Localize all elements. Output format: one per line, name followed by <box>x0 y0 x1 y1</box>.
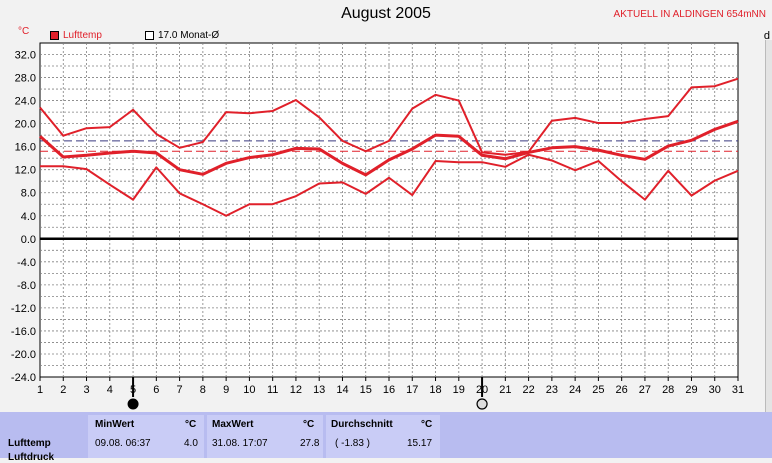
avg-cell <box>326 415 440 458</box>
x-tick-label: 14 <box>336 384 348 396</box>
series-line-avg <box>39 119 739 177</box>
x-tick-label: 28 <box>662 384 674 396</box>
x-tick-label: 4 <box>107 384 113 396</box>
y-tick-label: 8.0 <box>21 188 36 200</box>
x-tick-label: 7 <box>177 384 183 396</box>
avg-header: Durchschnitt <box>331 419 393 430</box>
series-line-min <box>40 153 739 217</box>
y-tick-label: 20.0 <box>15 119 36 131</box>
temperature-chart: 32.0 28.0 24.0 20.0 16.0 12.0 8.0 4.0 0.0 -4.0 -8.… <box>11 42 744 410</box>
summary-panel: Lufttemp Luftdruck MinWert °C 09.08. 06:… <box>0 412 772 463</box>
legend-item-monthly-average[interactable]: 17.0 Monat-Ø <box>145 30 219 41</box>
x-tick-label: 8 <box>200 384 206 396</box>
plot-area <box>39 42 739 378</box>
y-tick-label: -16.0 <box>11 326 36 338</box>
legend-swatch-red <box>50 31 59 40</box>
min-cell <box>88 415 204 458</box>
y-tick-label: 24.0 <box>15 96 36 108</box>
x-tick-label: 2 <box>60 384 66 396</box>
station-label: AKTUELL IN ALDINGEN 654mNN <box>613 9 766 20</box>
y-tick-label: -12.0 <box>11 303 36 315</box>
x-tick-label: 10 <box>243 384 255 396</box>
max-header: MaxWert <box>212 419 254 430</box>
x-tick-label: 17 <box>406 384 418 396</box>
series-lines <box>39 77 739 217</box>
x-tick-label: 25 <box>592 384 604 396</box>
y-tick-label: 0.0 <box>21 234 36 246</box>
x-tick-label: 18 <box>429 384 441 396</box>
x-tick-label: 26 <box>616 384 628 396</box>
y-tick-labels: 32.0 28.0 24.0 20.0 16.0 12.0 8.0 4.0 0.0 -4.0 -8.… <box>11 50 36 384</box>
x-tick-label: 3 <box>83 384 89 396</box>
chart-title: August 2005 <box>341 5 431 22</box>
max-datetime: 31.08. 17:07 <box>212 438 268 449</box>
max-cell <box>207 415 323 458</box>
full-moon-icon <box>127 398 139 410</box>
x-tick-label: 12 <box>290 384 302 396</box>
x-tick-label: 30 <box>709 384 721 396</box>
x-tick-labels: 1234567891011121314151617181920212223242… <box>37 377 744 396</box>
x-tick-label: 9 <box>223 384 229 396</box>
x-tick-label: 31 <box>732 384 744 396</box>
x-tick-label: 21 <box>499 384 511 396</box>
x-tick-label: 15 <box>360 384 372 396</box>
y-tick-label: 28.0 <box>15 73 36 85</box>
x-tick-label: 24 <box>569 384 581 396</box>
legend-label-lufttemp: Lufttemp <box>63 30 102 41</box>
min-datetime: 09.08. 06:37 <box>95 438 151 449</box>
clipped-label: d <box>763 30 770 42</box>
x-tick-label: 11 <box>267 384 278 396</box>
y-tick-label: 12.0 <box>15 165 36 177</box>
x-tick-label: 19 <box>453 384 465 396</box>
x-tick-label: 27 <box>639 384 651 396</box>
series-line-max <box>39 77 739 156</box>
avg-value: 15.17 <box>407 438 433 449</box>
row-label-lufttemp: Lufttemp <box>8 438 51 449</box>
avg-unit: °C <box>421 419 433 430</box>
y-tick-label: 32.0 <box>15 50 36 62</box>
x-tick-label: 1 <box>37 384 43 396</box>
x-tick-label: 13 <box>313 384 325 396</box>
legend-swatch-white <box>145 31 154 40</box>
x-tick-label: 6 <box>153 384 159 396</box>
grid-lines <box>40 43 738 377</box>
max-unit: °C <box>303 419 315 430</box>
max-value: 27.8 <box>300 438 320 449</box>
legend-item-lufttemp[interactable]: Lufttemp <box>50 30 102 41</box>
x-tick-label: 16 <box>383 384 395 396</box>
min-header: MinWert <box>95 419 135 430</box>
y-unit-label: °C <box>18 26 30 37</box>
y-tick-label: -24.0 <box>11 372 36 384</box>
x-tick-label: 29 <box>685 384 697 396</box>
legend-label-monthly-average: 17.0 Monat-Ø <box>158 30 220 41</box>
min-value: 4.0 <box>184 438 198 449</box>
new-moon-icon <box>476 398 488 410</box>
vertical-scrollbar[interactable] <box>765 40 772 412</box>
x-tick-label: 22 <box>522 384 534 396</box>
y-tick-label: -20.0 <box>11 349 36 361</box>
x-tick-label: 23 <box>546 384 558 396</box>
moon-phase-markers <box>127 377 488 410</box>
avg-delta: ( -1.83 ) <box>335 438 371 449</box>
min-unit: °C <box>185 419 197 430</box>
y-tick-label: 16.0 <box>15 142 36 154</box>
y-tick-label: -4.0 <box>17 257 36 269</box>
y-tick-label: 4.0 <box>21 211 36 223</box>
y-tick-label: -8.0 <box>17 280 36 292</box>
